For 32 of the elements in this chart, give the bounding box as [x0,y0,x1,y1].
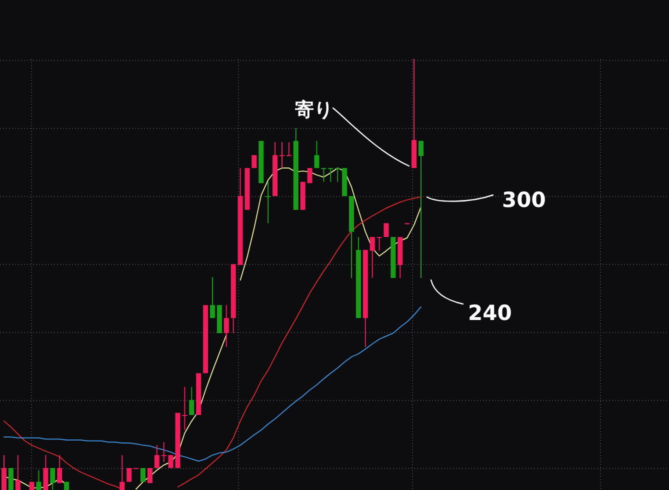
candlestick [376,236,382,252]
text: 240 [468,301,512,325]
candlestick [280,142,284,169]
candlestick [370,236,375,278]
candlestick [147,468,152,484]
candlestick [266,181,271,224]
candlestick [189,386,194,416]
candlestick [224,304,229,348]
candlestick [328,168,334,182]
candlestick [57,454,62,484]
candlestick [210,276,215,319]
candlestick [418,140,424,278]
candlestick [120,454,125,490]
candlestick [15,454,20,490]
candlestick [384,222,389,238]
candlestick [286,142,292,156]
text: 300 [502,188,546,212]
candlestick [314,140,320,169]
annotation: 寄り [295,99,333,121]
candlestick [36,470,42,490]
candlestick [8,468,14,490]
candlestick [2,454,6,490]
candlestick [252,154,257,169]
candlestick [50,468,56,490]
candlestick [168,454,174,469]
candlestick [154,444,160,469]
candlestick [335,168,340,182]
candlestick [161,442,166,462]
candlestick [43,454,48,490]
candlestick [126,468,132,482]
candlestick [307,168,312,184]
candlestick [321,168,326,182]
